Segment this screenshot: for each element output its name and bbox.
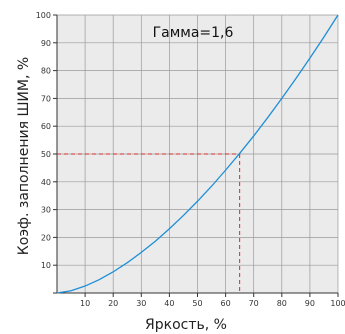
x-tick-label: 10 xyxy=(80,299,90,308)
y-tick-label: 100 xyxy=(36,11,51,20)
x-tick-label: 100 xyxy=(330,299,345,308)
x-tick-label: 70 xyxy=(249,299,259,308)
reference-lines xyxy=(57,153,241,293)
y-tick-label: 10 xyxy=(41,261,51,270)
y-tick-label: 40 xyxy=(41,178,51,187)
annotation-label: Гамма=1,6 xyxy=(153,25,234,41)
y-tick-label: 80 xyxy=(41,67,51,76)
x-tick-label: 60 xyxy=(221,299,231,308)
x-tick-label: 90 xyxy=(305,299,315,308)
y-tick-label: 30 xyxy=(41,206,51,215)
y-tick-label: 90 xyxy=(41,39,51,48)
tick-labels: 10 20 30 40 50 60 70 80 90 100 10 20 30 40 50 60 70 80 90 1… xyxy=(36,11,345,308)
x-tick-label: 80 xyxy=(277,299,287,308)
y-axis-title: Коэф. заполнения ШИМ, % xyxy=(16,57,32,255)
y-tick-label: 50 xyxy=(41,150,51,159)
x-axis-title: Яркость, % xyxy=(145,317,227,333)
y-tick-label: 20 xyxy=(41,233,51,242)
x-tick-label: 20 xyxy=(108,299,118,308)
y-tick-label: 60 xyxy=(41,122,51,131)
y-tick-label: 70 xyxy=(41,94,51,103)
x-tick-label: 30 xyxy=(136,299,146,308)
x-tick-label: 50 xyxy=(192,299,202,308)
series-line xyxy=(56,14,339,294)
x-tick-label: 40 xyxy=(164,299,174,308)
